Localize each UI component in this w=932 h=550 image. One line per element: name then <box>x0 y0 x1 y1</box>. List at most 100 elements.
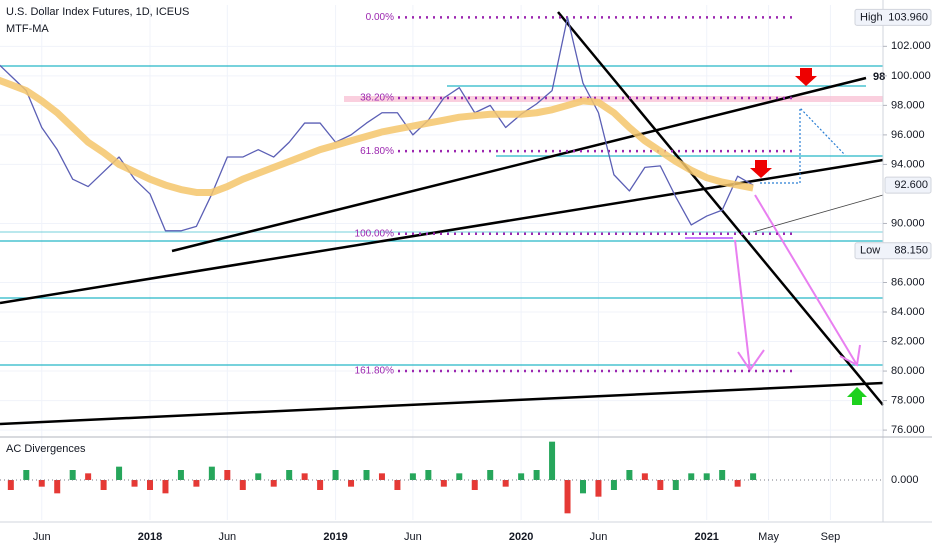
y-tick-label: 82.000 <box>891 335 925 347</box>
bar <box>332 470 339 480</box>
legend-entry: MTF-MA <box>6 23 49 35</box>
fib-label: 38.20% <box>360 93 394 104</box>
x-tick-label: Jun <box>404 531 422 543</box>
price-marker <box>884 176 932 194</box>
levels <box>0 65 883 366</box>
x-tick-label: 2018 <box>138 531 162 543</box>
bar <box>301 473 308 480</box>
bar <box>317 480 324 490</box>
drawings <box>0 11 884 426</box>
bar <box>208 466 215 480</box>
bar <box>703 473 710 480</box>
moving-average <box>0 76 754 196</box>
y-tick-label: 84.000 <box>891 306 925 318</box>
bar <box>672 480 679 490</box>
x-tick-label: 2019 <box>323 531 347 543</box>
pink-band <box>344 96 883 102</box>
y-tick-label: 94.000 <box>891 158 925 170</box>
bar <box>579 480 586 494</box>
bar <box>502 480 509 487</box>
marker-value: 92.600 <box>894 179 928 191</box>
x-tick-label: Jun <box>33 531 51 543</box>
price-line <box>0 16 754 232</box>
y-tick-label: 96.000 <box>891 129 925 141</box>
bar <box>409 473 416 480</box>
bar <box>641 473 648 480</box>
bar <box>533 470 540 480</box>
bar <box>147 480 154 490</box>
fib-label: 61.80% <box>360 146 394 157</box>
y-tick-label: 86.000 <box>891 276 925 288</box>
bar <box>193 480 200 487</box>
bar <box>177 470 184 480</box>
x-tick-label: Jun <box>590 531 608 543</box>
bar <box>440 480 447 487</box>
bar <box>348 480 355 487</box>
x-tick-label: May <box>758 531 779 543</box>
red-arrow <box>795 68 817 86</box>
price-marker <box>854 8 932 26</box>
x-tick-label: Sep <box>821 531 841 543</box>
fib-label: 0.00% <box>366 12 394 23</box>
y-tick-label: 102.000 <box>891 40 931 52</box>
bar <box>657 480 664 490</box>
bar <box>162 480 169 494</box>
bar <box>239 480 246 490</box>
bar <box>38 480 45 487</box>
y-tick-label: 78.000 <box>891 394 925 406</box>
cut-label: 98 <box>873 71 885 83</box>
bar <box>750 473 757 480</box>
price-marker <box>854 242 932 260</box>
marker-label: Low <box>860 245 880 257</box>
fib-label: 100.00% <box>355 228 395 239</box>
pane-title: AC Divergences <box>6 443 86 455</box>
marker-value: 88.150 <box>894 245 928 257</box>
bar <box>85 473 92 480</box>
bar <box>549 441 556 480</box>
thin-trendline <box>752 194 884 233</box>
bar <box>471 480 478 490</box>
trendlines <box>0 11 884 426</box>
y-tick-label: 80.000 <box>891 365 925 377</box>
bar <box>116 466 123 480</box>
marker-label: High <box>860 11 883 23</box>
bar <box>69 470 76 480</box>
bar <box>719 470 726 480</box>
bar <box>734 480 741 487</box>
bar <box>688 473 695 480</box>
bar <box>131 480 138 487</box>
bar <box>286 470 293 480</box>
bar <box>425 470 432 480</box>
dotted-path <box>760 106 846 184</box>
bar <box>487 470 494 480</box>
red-arrow <box>750 160 772 178</box>
bar <box>363 470 370 480</box>
y-tick-label: 100.000 <box>891 70 931 82</box>
bar <box>518 473 525 480</box>
y-tick-label: 98.000 <box>891 99 925 111</box>
bar <box>54 480 61 494</box>
y-tick-label: 76.000 <box>891 424 925 436</box>
bar <box>564 480 571 514</box>
chart-title: U.S. Dollar Index Futures, 1D, ICEUS <box>6 6 189 18</box>
x-tick-label: Jun <box>218 531 236 543</box>
fib-label: 161.80% <box>355 366 395 377</box>
bar <box>255 473 262 480</box>
grid <box>0 5 883 520</box>
bar <box>7 480 14 490</box>
projection-arrows <box>734 194 861 372</box>
bar <box>610 480 617 490</box>
y-tick-label: 0.000 <box>891 474 919 486</box>
bar <box>224 470 231 480</box>
marker-value: 103.960 <box>888 11 928 23</box>
x-tick-label: 2020 <box>509 531 533 543</box>
bar <box>456 473 463 480</box>
x-tick-label: 2021 <box>694 531 718 543</box>
bar <box>270 480 277 487</box>
bar <box>378 473 385 480</box>
green-arrow <box>847 387 867 405</box>
y-tick-label: 90.000 <box>891 217 925 229</box>
bar <box>23 470 30 480</box>
bar <box>394 480 401 490</box>
